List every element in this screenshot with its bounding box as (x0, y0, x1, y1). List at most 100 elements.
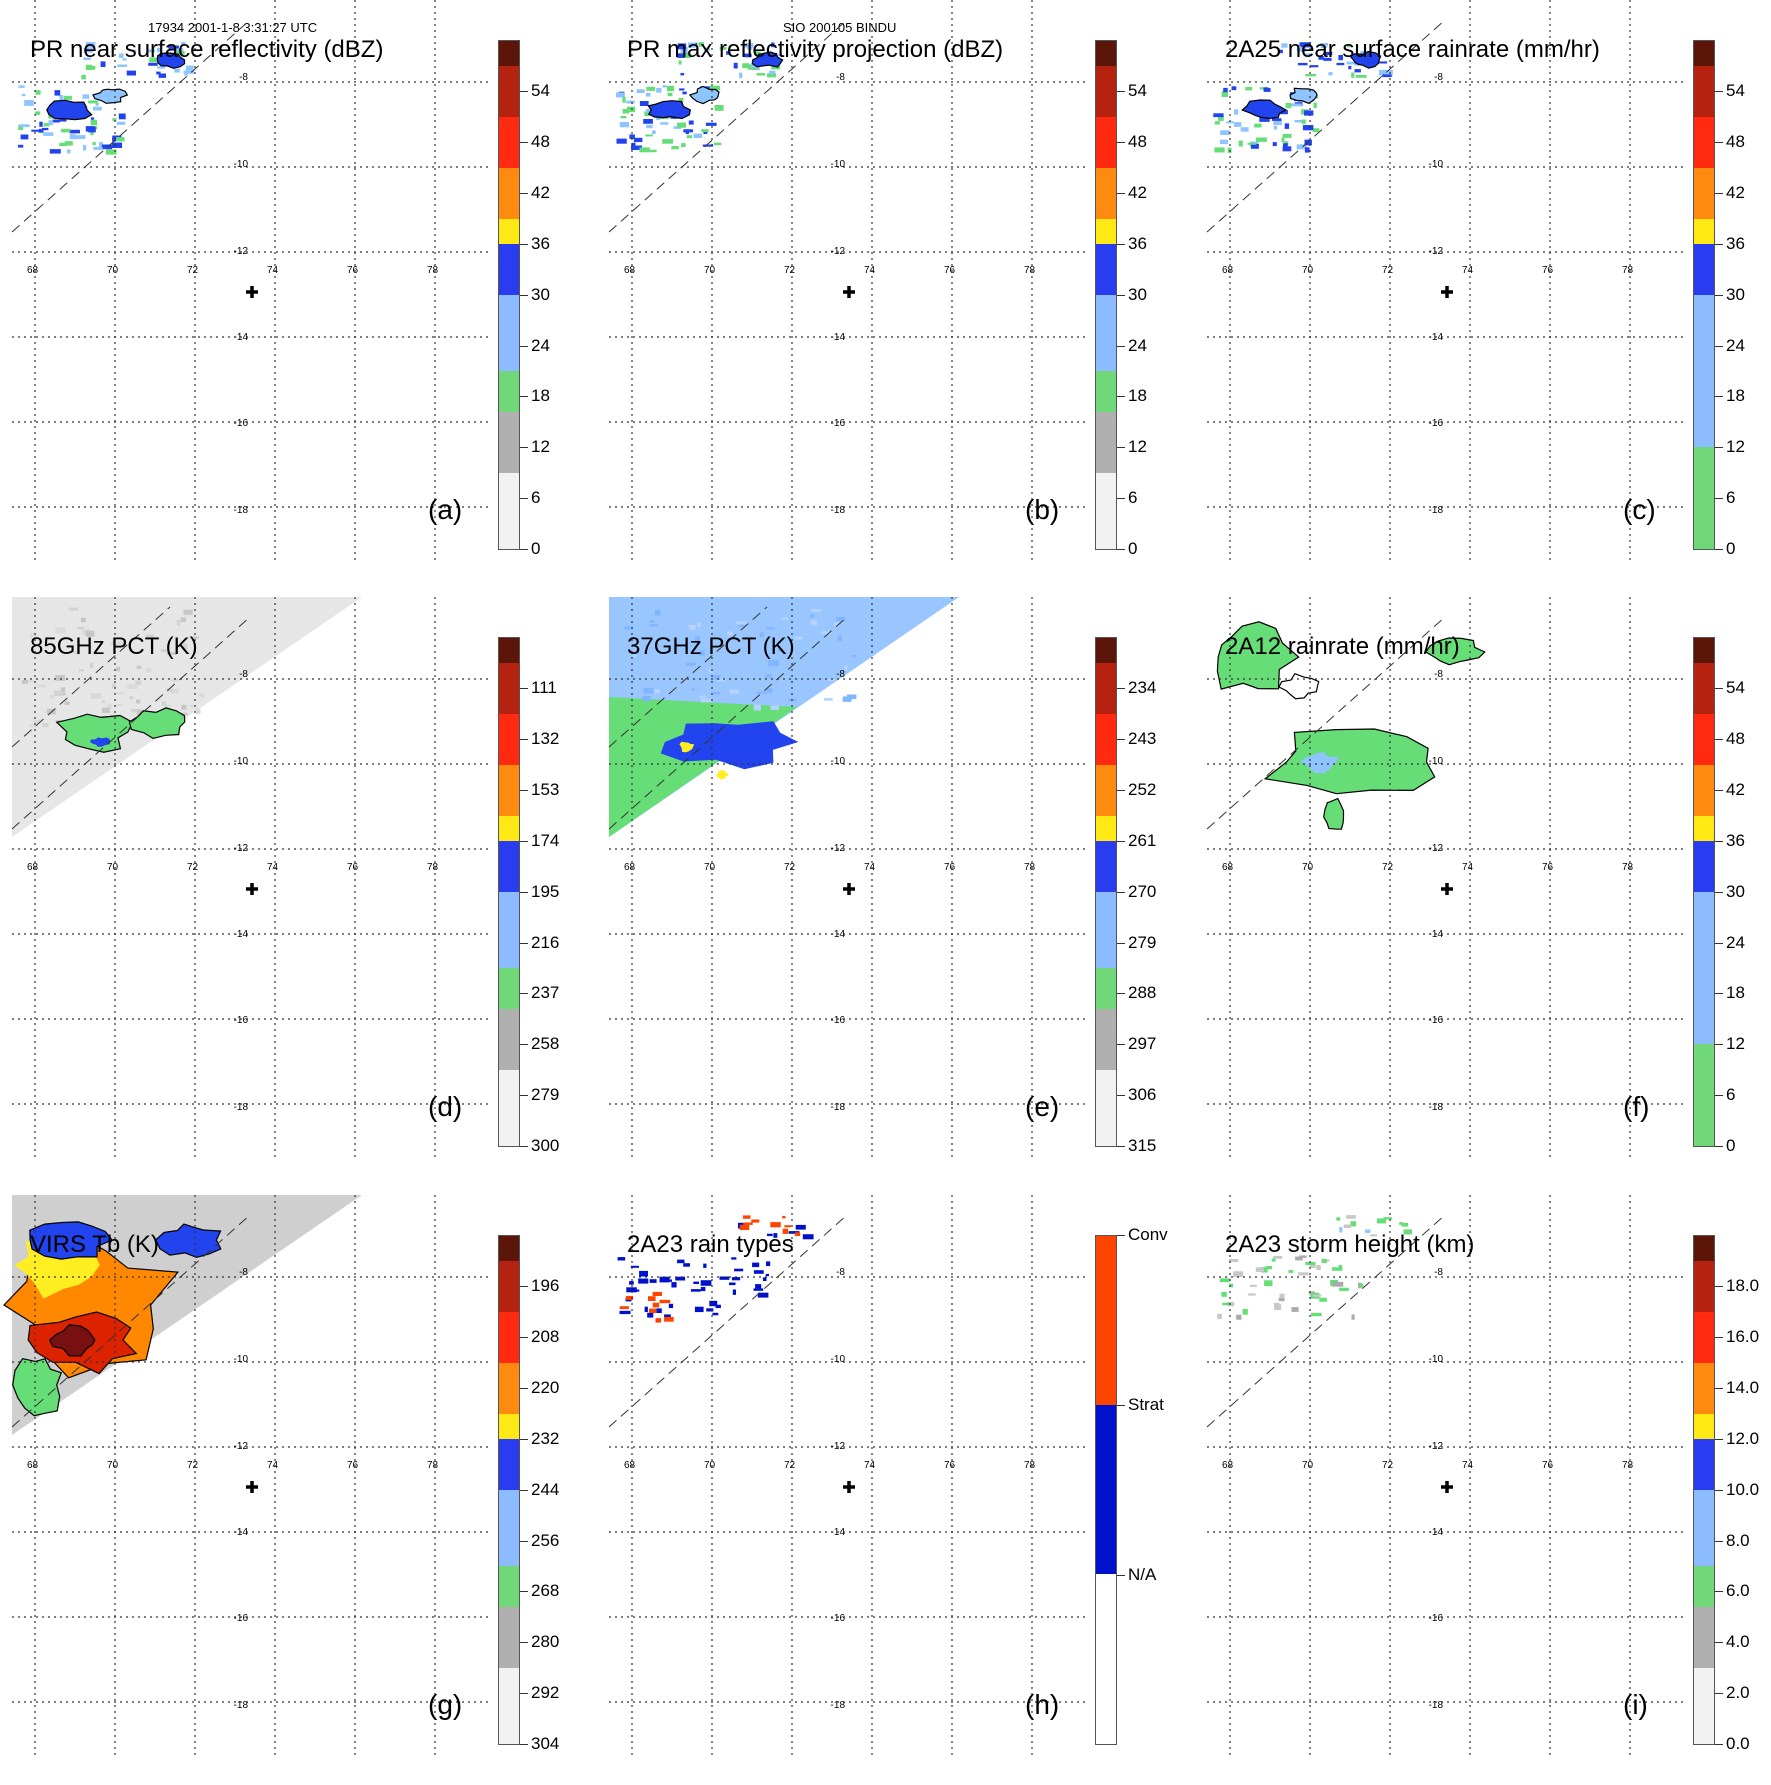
colorbar-segment (499, 472, 519, 549)
colorbar-label: 132 (531, 728, 560, 748)
longitude-label: 74 (864, 862, 876, 873)
cloud-texture (101, 700, 105, 703)
colorbar-segment (499, 41, 519, 67)
latitude-label: -18 (234, 1700, 249, 1711)
radar-echo (122, 58, 127, 61)
ice-scattering-core (90, 737, 111, 747)
colorbar-tick (520, 141, 528, 143)
radar-echo (744, 53, 752, 58)
colorbar-segment (499, 1008, 519, 1070)
radar-echo (20, 134, 29, 140)
cloud-texture (46, 708, 56, 715)
stratiform-pixel (666, 1279, 672, 1282)
colorbar (498, 40, 520, 550)
colorbar-label: 0 (1128, 539, 1138, 559)
stratiform-pixel (755, 1284, 762, 1289)
latitude-label: -10 (831, 1354, 846, 1365)
colorbar-segment (1694, 1236, 1714, 1262)
colorbar-label: N/A (1128, 1565, 1157, 1584)
colorbar-label: 54 (1128, 81, 1147, 100)
radar-echo (1301, 119, 1306, 124)
rain-pixel (795, 1224, 806, 1230)
height-pixel (1233, 1271, 1244, 1278)
panel-f: -8 -10 -12 -14 -16 -18 68 70 72 74 76 78 2A12 rainra… (1195, 597, 1771, 1187)
cloud-texture (145, 634, 155, 639)
stratiform-pixel (715, 1304, 721, 1309)
colorbar-tick (1117, 243, 1125, 245)
data-field (1213, 42, 1393, 153)
latitude-label: -14 (234, 332, 249, 343)
colorbar-segment (499, 244, 519, 295)
colorbar-segment (1096, 371, 1116, 412)
colorbar-tick (1117, 1235, 1125, 1236)
cloud-texture (90, 693, 102, 699)
panel-letter: (d) (428, 1091, 463, 1122)
rain-pixel (773, 1233, 778, 1238)
radar-echo (90, 119, 98, 126)
height-pixel (1343, 1224, 1352, 1228)
stratiform-pixel (683, 1263, 690, 1267)
colorbar-label: 261 (1128, 830, 1157, 850)
height-pixel (1248, 1293, 1256, 1296)
radar-echo (67, 149, 71, 154)
radar-echo (1281, 137, 1285, 143)
longitude-label: 76 (944, 862, 956, 873)
radar-echo (105, 149, 117, 155)
longitude-label: 70 (704, 862, 716, 873)
colorbar-label: 48 (1726, 131, 1745, 151)
colorbar-tick (1715, 1642, 1723, 1644)
colorbar-segment (1096, 117, 1116, 168)
radar-echo (633, 137, 643, 143)
colorbar-tick (1117, 738, 1125, 740)
colorbar-tick (520, 942, 528, 944)
rain-pixel (794, 1232, 801, 1236)
longitude-label: 76 (347, 265, 359, 276)
radar-echo (81, 74, 86, 80)
cloud-texture (177, 712, 188, 716)
radar-echo (660, 122, 669, 125)
colorbar-segment (499, 638, 519, 664)
longitude-label: 76 (1542, 862, 1554, 873)
longitude-label: 76 (944, 265, 956, 276)
radar-echo (82, 94, 90, 99)
height-pixel (1295, 1256, 1303, 1261)
swath-texture (753, 704, 761, 711)
colorbar-tick (1715, 345, 1723, 347)
radar-echo (1318, 56, 1324, 60)
radar-echo (1347, 45, 1351, 48)
longitude-label: 78 (1622, 265, 1634, 276)
colorbar-label: 24 (531, 335, 550, 355)
colorbar-segment (499, 765, 519, 816)
colorbar-tick (1117, 498, 1125, 500)
radar-echo (99, 142, 103, 148)
colorbar-tick (520, 1642, 528, 1644)
cloud-texture (78, 669, 85, 672)
colorbar-tick (1715, 498, 1723, 500)
colorbar-tick (1117, 1405, 1125, 1406)
radar-echo (1325, 51, 1333, 56)
radar-echo (626, 100, 635, 104)
radar-echo (64, 141, 73, 146)
colorbar-label: 12 (1726, 437, 1745, 457)
longitude-label: 76 (347, 1460, 359, 1471)
convective-pixel (652, 1291, 662, 1296)
radar-echo (1282, 133, 1292, 138)
rain-pixel (743, 1222, 753, 1225)
graticule (1207, 1195, 1685, 1755)
radar-echo (631, 142, 636, 147)
radar-echo (678, 60, 682, 65)
colorbar-label: 288 (1128, 983, 1157, 1003)
radar-echo (726, 51, 731, 55)
colorbar-segment (1694, 1439, 1714, 1490)
swath-texture (624, 626, 633, 630)
radar-echo (148, 62, 158, 66)
colorbar-tick (520, 1591, 528, 1593)
panel-title: PR near surface reflectivity (dBZ) (30, 36, 384, 63)
radar-echo (684, 53, 692, 58)
longitude-label: 78 (1622, 862, 1634, 873)
colorbar-label: 6.0 (1726, 1581, 1750, 1601)
ice-scattering-region (128, 707, 186, 740)
radar-echo (1240, 127, 1249, 132)
latitude-label: -16 (234, 1015, 249, 1026)
map-plot: -8 -10 -12 -14 -16 -18 68 70 72 74 76 78 (11, 0, 490, 560)
